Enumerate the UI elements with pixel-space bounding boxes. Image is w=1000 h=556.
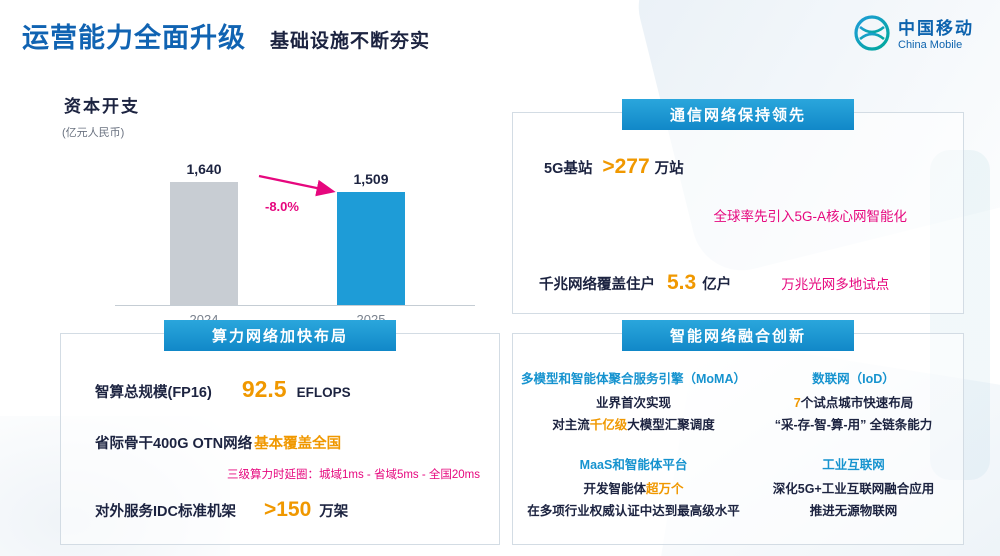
gigabit-coverage-unit: 亿户 bbox=[702, 277, 732, 293]
otn-network-highlight: 基本覆盖全国 bbox=[254, 436, 342, 452]
gigabit-coverage-value: 5.3 bbox=[667, 271, 697, 294]
ai-compute-label: 智算总规模(FP16) bbox=[95, 385, 212, 401]
decline-percentage: -8.0% bbox=[265, 199, 299, 214]
bar-value-2024: 1,640 bbox=[186, 161, 222, 177]
network-row-5g: 5G基站 >277 万站 bbox=[544, 155, 684, 179]
otn-network-label: 省际骨干400G OTN网络 bbox=[95, 436, 253, 452]
bar-rect-2024 bbox=[170, 182, 238, 305]
industrial-line2-text: 推进无源物联网 bbox=[809, 504, 898, 518]
ai-compute-unit: EFLOPS bbox=[296, 385, 351, 400]
5g-base-station-label: 5G基站 bbox=[544, 161, 593, 177]
network-panel-header: 通信网络保持领先 bbox=[622, 99, 854, 130]
cell-maas: MaaS和智能体平台 开发智能体超万个 在多项行业权威认证中达到最高级水平 bbox=[521, 454, 746, 522]
idc-rack-label: 对外服务IDC标准机架 bbox=[95, 504, 236, 520]
iod-line1-highlight: 7 bbox=[793, 396, 801, 410]
ai-compute-row: 智算总规模(FP16) 92.5 EFLOPS bbox=[95, 376, 351, 403]
otn-network-row: 省际骨干400G OTN网络 基本覆盖全国 bbox=[95, 432, 341, 453]
computing-panel-header: 算力网络加快布局 bbox=[164, 320, 396, 351]
intelligent-panel: 智能网络融合创新 多模型和智能体聚合服务引擎（MoMA） 业界首次实现 对主流千… bbox=[512, 320, 964, 545]
iod-line1-tail: 个试点城市快速布局 bbox=[800, 396, 914, 410]
maas-line2-text: 在多项行业权威认证中达到最高级水平 bbox=[527, 504, 740, 518]
slide-header: 运营能力全面升级 基础设施不断夯实 bbox=[22, 16, 430, 55]
cell-moma: 多模型和智能体聚合服务引擎（MoMA） 业界首次实现 对主流千亿级大模型汇聚调度 bbox=[521, 368, 746, 436]
maas-line1-highlight: 超万个 bbox=[646, 482, 684, 496]
cell-iod: 数联网（IoD） 7个试点城市快速布局 “采-存-智-算-用” 全链条能力 bbox=[752, 368, 955, 436]
10g-optical-note: 万兆光网多地试点 bbox=[781, 277, 890, 292]
maas-line1-text: 开发智能体 bbox=[583, 482, 646, 496]
page-subtitle: 基础设施不断夯实 bbox=[270, 31, 431, 52]
iod-line2: “采-存-智-算-用” 全链条能力 bbox=[752, 414, 955, 433]
bar-column-2025: 1,509 bbox=[337, 171, 405, 305]
intelligent-panel-header: 智能网络融合创新 bbox=[622, 320, 854, 351]
decline-arrow-icon bbox=[258, 174, 336, 197]
logo-en-text: China Mobile bbox=[898, 38, 963, 51]
capex-unit-note: (亿元人民币) bbox=[62, 127, 125, 139]
bar-column-2024: 1,640 bbox=[170, 161, 238, 305]
china-mobile-logo-text: 中国移动 China Mobile bbox=[898, 19, 974, 51]
network-panel: 通信网络保持领先 5G基站 >277 万站 全球率先引入5G-A核心网智能化 千… bbox=[512, 99, 964, 314]
china-mobile-logo-icon bbox=[853, 14, 891, 57]
iod-title: 数联网（IoD） bbox=[812, 372, 895, 386]
moma-line2: 对主流千亿级大模型汇聚调度 bbox=[521, 414, 746, 433]
industrial-line1-text: 深化5G+工业互联网融合应用 bbox=[772, 482, 935, 496]
industrial-title: 工业互联网 bbox=[822, 458, 885, 472]
idc-rack-value: >150 bbox=[263, 498, 312, 521]
china-mobile-logo: 中国移动 China Mobile bbox=[853, 14, 974, 57]
ai-compute-value: 92.5 bbox=[241, 376, 287, 402]
5g-base-station-value: >277 bbox=[602, 155, 650, 178]
moma-line2-highlight: 千亿级 bbox=[589, 418, 628, 432]
moma-line2-tail: 大模型汇聚调度 bbox=[627, 418, 715, 432]
bar-value-2025: 1,509 bbox=[353, 171, 389, 187]
moma-line1-text: 业界首次实现 bbox=[595, 396, 671, 410]
industrial-line2: 推进无源物联网 bbox=[752, 500, 955, 519]
cell-industrial: 工业互联网 深化5G+工业互联网融合应用 推进无源物联网 bbox=[752, 454, 955, 522]
5g-base-station-unit: 万站 bbox=[654, 161, 684, 177]
iod-line1: 7个试点城市快速布局 bbox=[752, 392, 955, 411]
gigabit-coverage-label: 千兆网络覆盖住户 bbox=[539, 277, 655, 293]
industrial-line1: 深化5G+工业互联网融合应用 bbox=[752, 478, 955, 497]
bar-rect-2025 bbox=[337, 192, 405, 305]
maas-title: MaaS和智能体平台 bbox=[579, 458, 688, 472]
moma-line2-text: 对主流 bbox=[552, 418, 590, 432]
latency-circle-note: 三级算力时延圈：城域1ms - 省域5ms - 全国20ms bbox=[227, 469, 481, 481]
x-axis-line bbox=[115, 305, 475, 306]
idc-rack-unit: 万架 bbox=[319, 504, 349, 520]
moma-title: 多模型和智能体聚合服务引擎（MoMA） bbox=[521, 372, 746, 386]
capex-section-title: 资本开支 bbox=[64, 97, 140, 116]
idc-rack-row: 对外服务IDC标准机架 >150 万架 bbox=[95, 498, 348, 522]
capex-bar-chart: 1,640 1,509 -8.0% 2024 2025 bbox=[105, 145, 485, 327]
logo-cn-text: 中国移动 bbox=[898, 19, 974, 39]
network-row-gigabit: 千兆网络覆盖住户 5.3 亿户 万兆光网多地试点 bbox=[539, 271, 889, 295]
page-title: 运营能力全面升级 bbox=[22, 23, 246, 53]
computing-panel: 算力网络加快布局 智算总规模(FP16) 92.5 EFLOPS 省际骨干400… bbox=[60, 320, 500, 545]
maas-line1: 开发智能体超万个 bbox=[521, 478, 746, 497]
iod-line2-text: “采-存-智-算-用” 全链条能力 bbox=[774, 418, 933, 432]
5g-a-core-note: 全球率先引入5G-A核心网智能化 bbox=[713, 209, 907, 224]
maas-line2: 在多项行业权威认证中达到最高级水平 bbox=[521, 500, 746, 519]
moma-line1: 业界首次实现 bbox=[521, 392, 746, 411]
intelligent-grid: 多模型和智能体聚合服务引擎（MoMA） 业界首次实现 对主流千亿级大模型汇聚调度… bbox=[513, 334, 963, 532]
